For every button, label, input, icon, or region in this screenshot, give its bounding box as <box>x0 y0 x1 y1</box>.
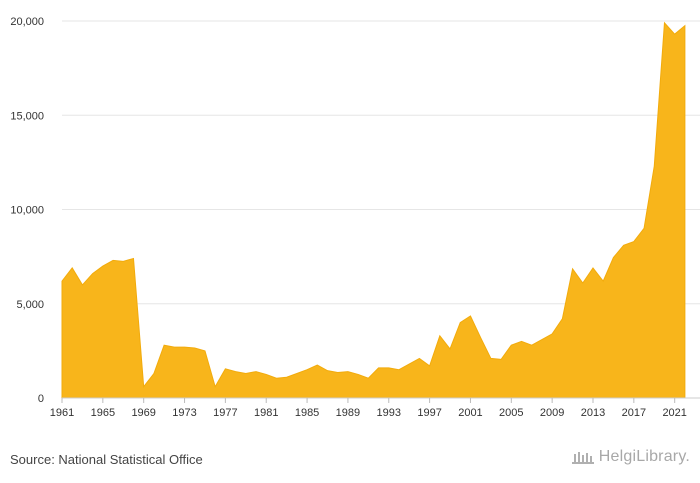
area-chart: 0 5,000 10,000 15,000 20,000 1961 1965 1969 1973… <box>10 16 700 419</box>
x-tick-label: 2001 <box>458 407 482 419</box>
source-note: Source: National Statistical Office <box>10 452 203 467</box>
x-tick-label: 2017 <box>622 407 646 419</box>
brand-name: HelgiLibrary. <box>598 448 690 465</box>
x-tick-label: 1981 <box>254 407 278 419</box>
x-tick-label: 1961 <box>50 407 74 419</box>
x-tick-label: 1973 <box>172 407 196 419</box>
y-tick-label: 15,000 <box>10 110 44 122</box>
x-tick-label: 1997 <box>417 407 441 419</box>
x-tick-label: 1977 <box>213 407 237 419</box>
x-tick-label: 2021 <box>662 407 686 419</box>
x-tick-label: 1989 <box>336 407 360 419</box>
y-tick-label: 5,000 <box>16 299 44 311</box>
y-tick-label: 10,000 <box>10 205 44 217</box>
x-tick-label: 1965 <box>91 407 115 419</box>
x-tick-label: 1985 <box>295 407 319 419</box>
area-layer <box>61 21 686 399</box>
x-tick-label: 2009 <box>540 407 564 419</box>
grid-layer <box>62 20 700 305</box>
data-area <box>61 21 686 399</box>
y-tick-label: 20,000 <box>10 16 44 28</box>
library-icon <box>571 452 594 464</box>
x-tick-label: 2005 <box>499 407 523 419</box>
x-tick-label: 2013 <box>581 407 605 419</box>
brand-logo: HelgiLibrary. <box>571 448 690 466</box>
y-tick-label: 0 <box>38 393 44 405</box>
axis-layer: 0 5,000 10,000 15,000 20,000 1961 1965 1969 1973… <box>10 16 700 419</box>
x-tick-label: 1969 <box>131 407 155 419</box>
x-tick-label: 1993 <box>377 407 401 419</box>
